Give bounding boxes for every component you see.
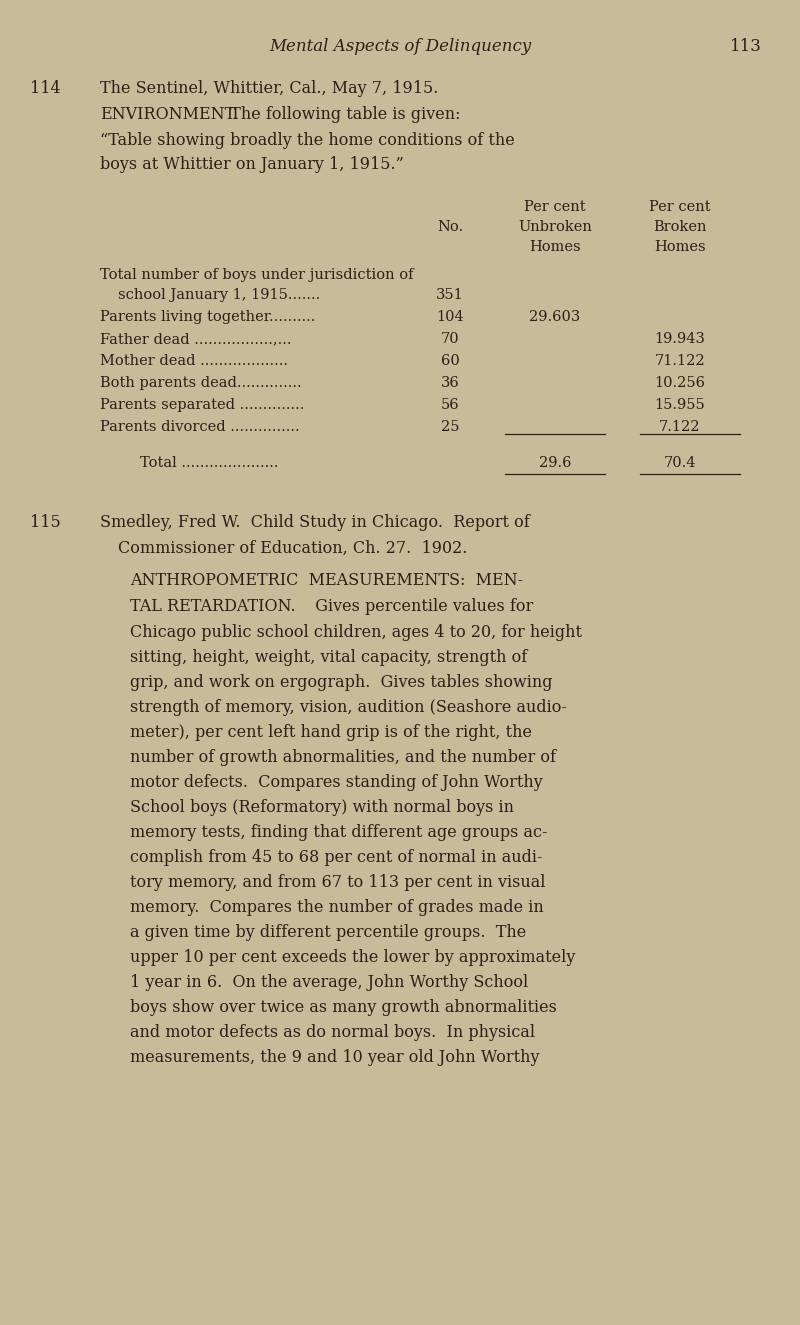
Text: measurements, the 9 and 10 year old John Worthy: measurements, the 9 and 10 year old John… [130,1049,539,1067]
Text: Parents divorced ...............: Parents divorced ............... [100,420,300,435]
Text: Homes: Homes [529,240,581,254]
Text: strength of memory, vision, audition (Seashore audio-: strength of memory, vision, audition (Se… [130,700,567,716]
Text: Per cent: Per cent [649,200,711,215]
Text: 56: 56 [441,398,459,412]
Text: 70: 70 [441,333,459,346]
Text: memory.  Compares the number of grades made in: memory. Compares the number of grades ma… [130,898,544,916]
Text: Per cent: Per cent [524,200,586,215]
Text: upper 10 per cent exceeds the lower by approximately: upper 10 per cent exceeds the lower by a… [130,949,575,966]
Text: 104: 104 [436,310,464,325]
Text: a given time by different percentile groups.  The: a given time by different percentile gro… [130,924,526,941]
Text: motor defects.  Compares standing of John Worthy: motor defects. Compares standing of John… [130,774,542,791]
Text: Both parents dead..............: Both parents dead.............. [100,376,302,390]
Text: Total number of boys under jurisdiction of: Total number of boys under jurisdiction … [100,268,414,282]
Text: complish from 45 to 68 per cent of normal in audi-: complish from 45 to 68 per cent of norma… [130,849,542,867]
Text: 29.6: 29.6 [538,456,571,470]
Text: sitting, height, weight, vital capacity, strength of: sitting, height, weight, vital capacity,… [130,649,527,666]
Text: The following table is given:: The following table is given: [220,106,461,123]
Text: boys at Whittier on January 1, 1915.”: boys at Whittier on January 1, 1915.” [100,156,404,174]
Text: Unbroken: Unbroken [518,220,592,235]
Text: 114: 114 [30,80,61,97]
Text: No.: No. [437,220,463,235]
Text: Mother dead ...................: Mother dead ................... [100,354,288,368]
Text: 113: 113 [730,38,762,56]
Text: “Table showing broadly the home conditions of the: “Table showing broadly the home conditio… [100,132,514,148]
Text: 15.955: 15.955 [654,398,706,412]
Text: Parents living together..........: Parents living together.......... [100,310,320,325]
Text: Commissioner of Education, Ch. 27.  1902.: Commissioner of Education, Ch. 27. 1902. [118,541,467,556]
Text: 36: 36 [441,376,459,390]
Text: Gives percentile values for: Gives percentile values for [305,598,534,615]
Text: Homes: Homes [654,240,706,254]
Text: number of growth abnormalities, and the number of: number of growth abnormalities, and the … [130,749,556,766]
Text: Mental Aspects of Delinquency: Mental Aspects of Delinquency [269,38,531,56]
Text: Parents separated ..............: Parents separated .............. [100,398,304,412]
Text: 70.4: 70.4 [664,456,696,470]
Text: 1 year in 6.  On the average, John Worthy School: 1 year in 6. On the average, John Worthy… [130,974,528,991]
Text: 71.122: 71.122 [654,354,706,368]
Text: 10.256: 10.256 [654,376,706,390]
Text: memory tests, finding that different age groups ac-: memory tests, finding that different age… [130,824,547,841]
Text: The Sentinel, Whittier, Cal., May 7, 1915.: The Sentinel, Whittier, Cal., May 7, 191… [100,80,438,97]
Text: 351: 351 [436,288,464,302]
Text: 25: 25 [441,420,459,435]
Text: ENVIRONMENT.: ENVIRONMENT. [100,106,238,123]
Text: Smedley, Fred W.  Child Study in Chicago.  Report of: Smedley, Fred W. Child Study in Chicago.… [100,514,530,531]
Text: meter), per cent left hand grip is of the right, the: meter), per cent left hand grip is of th… [130,723,532,741]
Text: 19.943: 19.943 [654,333,706,346]
Text: Father dead .................,...: Father dead .................,... [100,333,291,346]
Text: 115: 115 [30,514,61,531]
Text: and motor defects as do normal boys.  In physical: and motor defects as do normal boys. In … [130,1024,535,1041]
Text: tory memory, and from 67 to 113 per cent in visual: tory memory, and from 67 to 113 per cent… [130,874,546,890]
Text: school January 1, 1915.......: school January 1, 1915....... [118,288,320,302]
Text: Total .....................: Total ..................... [140,456,278,470]
Text: School boys (Reformatory) with normal boys in: School boys (Reformatory) with normal bo… [130,799,514,816]
Text: 29.603: 29.603 [530,310,581,325]
Text: grip, and work on ergograph.  Gives tables showing: grip, and work on ergograph. Gives table… [130,674,553,692]
Text: Chicago public school children, ages 4 to 20, for height: Chicago public school children, ages 4 t… [130,624,582,641]
Text: TAL RETARDATION.: TAL RETARDATION. [130,598,296,615]
Text: ANTHROPOMETRIC  MEASUREMENTS:  MEN-: ANTHROPOMETRIC MEASUREMENTS: MEN- [130,572,523,590]
Text: boys show over twice as many growth abnormalities: boys show over twice as many growth abno… [130,999,557,1016]
Text: 7.122: 7.122 [659,420,701,435]
Text: Broken: Broken [654,220,706,235]
Text: 60: 60 [441,354,459,368]
